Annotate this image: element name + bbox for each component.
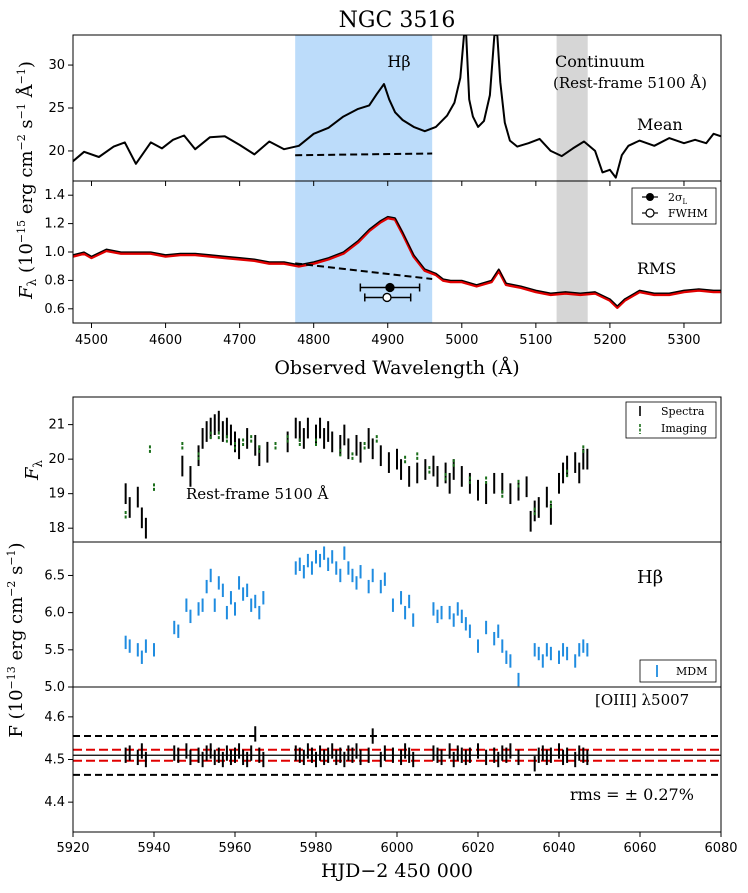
oiii-lc-panel <box>73 726 721 776</box>
ytick-label: 0.8 <box>44 273 65 288</box>
xtick-label: 5200 <box>593 333 626 348</box>
top-ylabel: Fλ (10−15 erg cm−2 s−1 Å−1) <box>15 61 39 300</box>
rms-spectrum-line <box>73 215 721 307</box>
hbeta-window-shade <box>295 35 433 323</box>
hbeta-lc-legend: MDM <box>639 659 717 683</box>
xtick-label: 5960 <box>218 841 251 856</box>
ytick-label: 4.6 <box>44 710 65 725</box>
panel-frame-3 <box>72 541 722 688</box>
ytick-label: 21 <box>48 418 65 433</box>
xtick-label: 4600 <box>149 333 182 348</box>
xtick-label: 5000 <box>445 333 478 348</box>
mean-spectrum-line <box>73 35 721 179</box>
bottom-xlabel: HJD−2 450 000 <box>321 860 473 882</box>
legend-filled-marker <box>646 193 654 201</box>
xtick-label: 4700 <box>223 333 256 348</box>
mean-label: Mean <box>637 115 683 134</box>
ytick-label: 6.5 <box>44 568 65 583</box>
rms-continuum-fit <box>295 262 433 280</box>
continuum-lc-panel <box>124 410 589 539</box>
ytick-label: 1.0 <box>44 245 65 260</box>
ytick-label: 19 <box>48 487 65 502</box>
lag-point-1 <box>382 292 392 303</box>
ytick-label: 18 <box>48 521 65 536</box>
ytick-label: 1.2 <box>44 217 65 232</box>
legend-mdm: MDM <box>676 665 707 678</box>
continuum-lc-legend: Spectra Imaging <box>625 401 717 439</box>
xtick-label: 5940 <box>137 841 170 856</box>
xtick-label: 5920 <box>56 841 89 856</box>
continuum-window-shade <box>556 35 588 323</box>
ytick-label: 20 <box>48 452 65 467</box>
xtick-label: 4500 <box>75 333 108 348</box>
ytick-label: 20 <box>48 144 65 159</box>
lag-point-0 <box>385 282 395 293</box>
mean-continuum-fit <box>295 152 433 157</box>
legend-spectra: Spectra <box>661 405 705 418</box>
continuum-lc-annotation: Rest-frame 5100 Å <box>186 485 328 503</box>
oiii-lc-label: [OIII] λ5007 <box>595 691 689 709</box>
xtick-label: 6060 <box>623 841 656 856</box>
ytick-label: 30 <box>48 58 65 73</box>
ytick-label: 5.0 <box>44 680 65 695</box>
continuum-label-2: (Rest-frame 5100 Å) <box>553 74 707 92</box>
ytick-label: 4.5 <box>44 753 65 768</box>
continuum-label: Continuum <box>555 52 645 71</box>
xtick-label: 6020 <box>461 841 494 856</box>
top-windows <box>295 35 588 323</box>
xtick-label: 4900 <box>371 333 404 348</box>
legend-open-marker <box>645 208 655 218</box>
ytick-label: 4.4 <box>44 795 65 810</box>
legend-imaging: Imaging <box>661 422 707 435</box>
rms-text: rms = ± 0.27% <box>570 785 694 804</box>
rms-panel <box>73 215 721 309</box>
xtick-label: 6000 <box>380 841 413 856</box>
bottom-ylabel: F (10−13 erg cm−2 s−1) <box>5 542 27 737</box>
ytick-label: 25 <box>48 101 65 116</box>
axes: 20 25 30 0.6 0.8 1.0 1.2 1.4 18 19 20 21 5.0 5.5 6.0 6.… <box>44 34 738 856</box>
rms-label: RMS <box>637 259 676 278</box>
hbeta-window-label: Hβ <box>387 52 410 71</box>
figure-title: NGC 3516 <box>339 8 456 33</box>
xtick-label: 4800 <box>297 333 330 348</box>
mean-panel <box>73 35 721 179</box>
hbeta-lc-label: Hβ <box>637 567 663 588</box>
xtick-label: 6080 <box>704 841 737 856</box>
xtick-label: 5980 <box>299 841 332 856</box>
top-xlabel: Observed Wavelength (Å) <box>274 357 519 379</box>
legend-fwhm: FWHM <box>668 207 708 220</box>
rms-legend: 2σL FWHM <box>631 187 717 225</box>
ytick-label: 1.4 <box>44 188 65 203</box>
continuum-lc-ylabel: Fλ <box>22 460 45 482</box>
xtick-label: 6040 <box>542 841 575 856</box>
xtick-label: 5300 <box>667 333 700 348</box>
xtick-label: 5100 <box>519 333 552 348</box>
hbeta-lc-panel <box>124 546 589 687</box>
ytick-label: 0.6 <box>44 302 65 317</box>
legend-2sigma: 2σL <box>668 191 688 206</box>
ytick-label: 5.5 <box>44 643 65 658</box>
ytick-label: 6.0 <box>44 606 65 621</box>
